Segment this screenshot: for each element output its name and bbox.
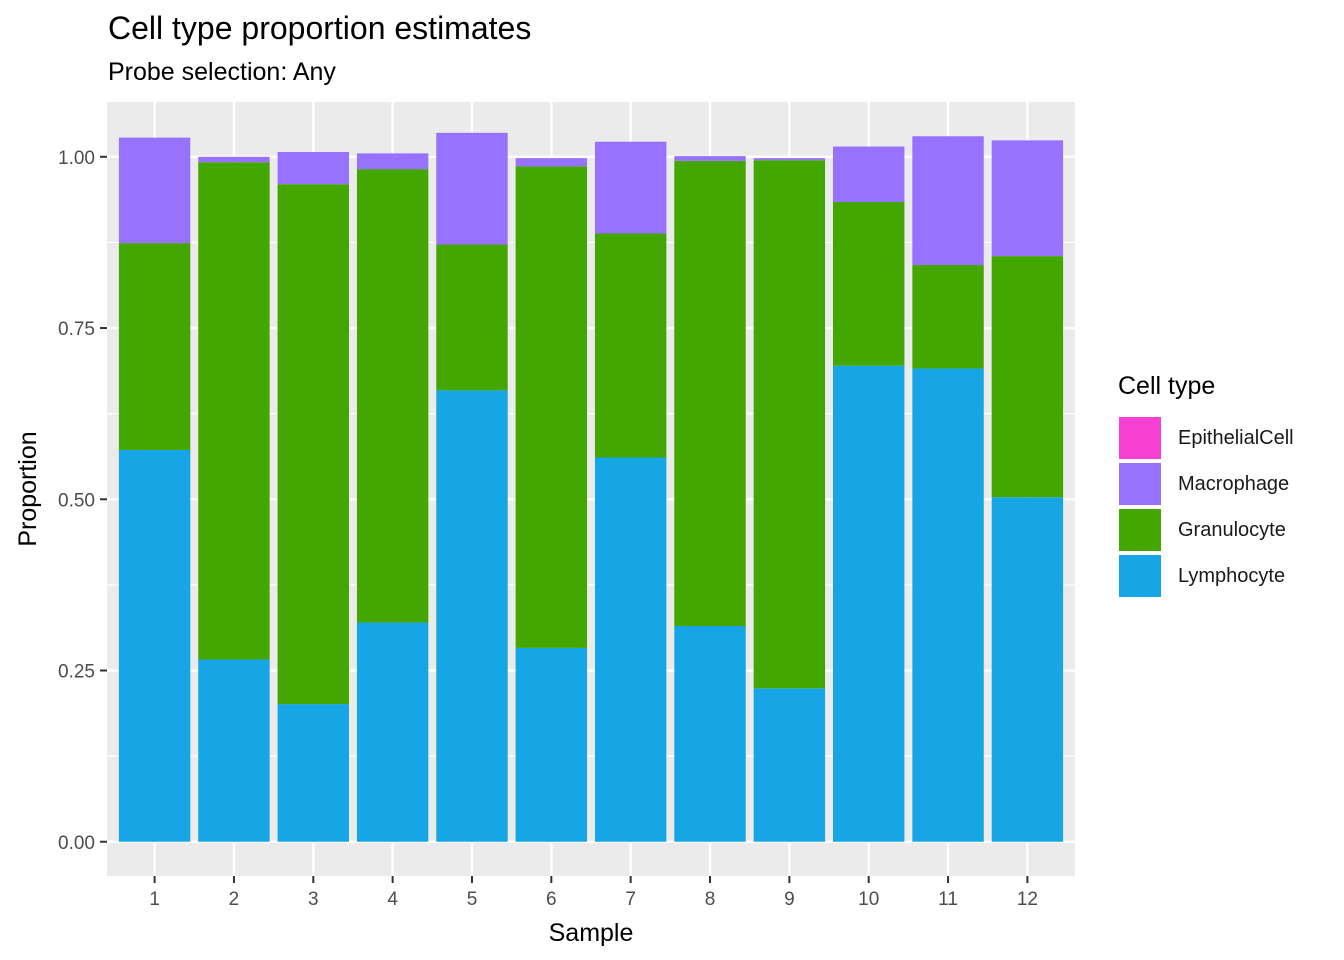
bar-granulocyte-sample-11 xyxy=(912,265,984,369)
bar-lymphocyte-sample-6 xyxy=(515,647,588,842)
bar-macrophage-sample-9 xyxy=(753,158,826,161)
bar-macrophage-sample-6 xyxy=(515,158,588,167)
legend-swatch xyxy=(1118,462,1162,506)
bar-lymphocyte-sample-3 xyxy=(277,704,349,842)
bar-lymphocyte-sample-7 xyxy=(594,457,667,842)
bar-lymphocyte-sample-1 xyxy=(118,449,191,842)
y-tick-label: 0.00 xyxy=(58,833,95,854)
bar-granulocyte-sample-4 xyxy=(356,169,429,623)
chart-subtitle: Probe selection: Any xyxy=(108,58,336,86)
y-tick-label: 0.75 xyxy=(58,319,95,340)
chart-title: Cell type proportion estimates xyxy=(108,10,532,46)
bar-macrophage-sample-7 xyxy=(594,141,667,234)
legend-item-lymphocyte: Lymphocyte xyxy=(1118,553,1294,599)
bar-granulocyte-sample-1 xyxy=(118,243,191,450)
bar-macrophage-sample-12 xyxy=(991,140,1064,257)
bar-granulocyte-sample-8 xyxy=(674,160,746,626)
bar-macrophage-sample-5 xyxy=(436,132,508,245)
legend-swatch xyxy=(1118,508,1162,552)
x-tick-label: 7 xyxy=(625,889,636,910)
bar-lymphocyte-sample-12 xyxy=(991,497,1064,842)
bar-macrophage-sample-4 xyxy=(356,153,429,170)
legend-swatch xyxy=(1118,416,1162,460)
bar-lymphocyte-sample-10 xyxy=(833,365,905,842)
y-axis-title: Proportion xyxy=(14,431,42,546)
bar-lymphocyte-sample-2 xyxy=(198,659,270,842)
legend-item-macrophage: Macrophage xyxy=(1118,461,1294,507)
bar-granulocyte-sample-12 xyxy=(991,256,1064,498)
x-tick-label: 12 xyxy=(1017,889,1038,910)
legend-title: Cell type xyxy=(1118,372,1216,400)
bar-granulocyte-sample-5 xyxy=(436,244,508,391)
legend-label: EpithelialCell xyxy=(1178,426,1294,449)
x-tick-label: 6 xyxy=(546,889,557,910)
legend-swatch xyxy=(1118,554,1162,598)
bar-granulocyte-sample-9 xyxy=(753,160,826,689)
y-tick-label: 0.25 xyxy=(58,662,95,683)
legend-label: Lymphocyte xyxy=(1178,564,1286,587)
bar-lymphocyte-sample-11 xyxy=(912,368,984,842)
x-tick-label: 8 xyxy=(705,889,716,910)
x-tick-label: 10 xyxy=(858,889,879,910)
bar-macrophage-sample-10 xyxy=(833,146,905,203)
bar-lymphocyte-sample-9 xyxy=(753,688,826,842)
legend-items: EpithelialCell Macrophage Granulocyte Lymph… xyxy=(1118,415,1294,599)
x-tick-label: 3 xyxy=(308,889,319,910)
x-tick-label: 9 xyxy=(784,889,795,910)
legend-item-granulocyte: Granulocyte xyxy=(1118,507,1294,553)
legend: Cell type EpithelialCell Macrophage Granul… xyxy=(1118,372,1294,599)
bar-lymphocyte-sample-5 xyxy=(436,390,508,842)
bar-lymphocyte-sample-4 xyxy=(356,622,429,842)
x-tick-label: 5 xyxy=(467,889,478,910)
legend-label: Granulocyte xyxy=(1178,518,1286,541)
bar-granulocyte-sample-10 xyxy=(833,202,905,366)
bar-macrophage-sample-2 xyxy=(198,156,270,163)
bar-granulocyte-sample-7 xyxy=(594,233,667,458)
bar-macrophage-sample-1 xyxy=(118,137,191,244)
x-tick-label: 2 xyxy=(229,889,240,910)
x-tick-label: 4 xyxy=(387,889,398,910)
x-tick-label: 1 xyxy=(149,889,160,910)
bar-granulocyte-sample-2 xyxy=(198,162,270,660)
x-tick-label: 11 xyxy=(938,889,958,910)
bar-macrophage-sample-11 xyxy=(912,136,984,266)
bar-macrophage-sample-8 xyxy=(674,156,746,161)
legend-item-epithelialcell: EpithelialCell xyxy=(1118,415,1294,461)
y-tick-label: 1.00 xyxy=(58,148,95,169)
bar-granulocyte-sample-6 xyxy=(515,166,588,648)
y-tick-label: 0.50 xyxy=(58,490,95,511)
bar-granulocyte-sample-3 xyxy=(277,184,349,705)
bar-lymphocyte-sample-8 xyxy=(674,625,746,842)
legend-label: Macrophage xyxy=(1178,472,1290,495)
bar-macrophage-sample-3 xyxy=(277,152,349,185)
x-axis-title: Sample xyxy=(549,919,634,947)
